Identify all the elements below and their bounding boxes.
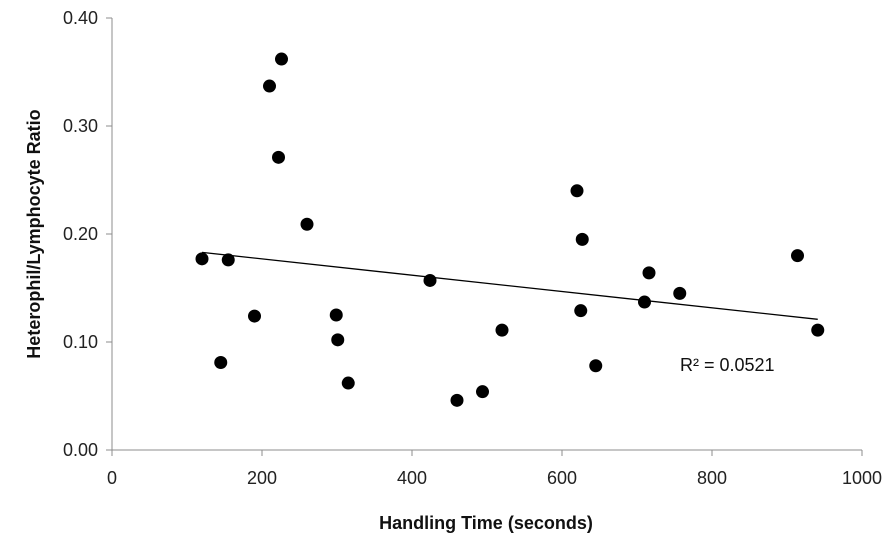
y-axis-title: Heterophil/Lymphocyte Ratio <box>24 109 44 358</box>
data-point <box>329 308 343 322</box>
x-tick-label: 400 <box>397 468 427 488</box>
x-tick-label: 800 <box>697 468 727 488</box>
data-point <box>791 249 804 263</box>
data-point <box>214 356 228 370</box>
data-point <box>476 385 489 399</box>
trendline-layer <box>201 251 818 320</box>
data-point <box>642 266 656 280</box>
data-point <box>575 232 589 246</box>
data-point <box>450 393 464 407</box>
data-point <box>331 333 345 347</box>
data-point <box>423 273 437 287</box>
points-layer <box>195 52 825 407</box>
data-point <box>638 295 651 309</box>
y-tick-label: 0.20 <box>63 224 98 244</box>
data-point <box>811 323 825 337</box>
data-point <box>195 252 209 266</box>
data-point <box>570 184 584 198</box>
data-point <box>272 150 285 164</box>
data-point <box>341 376 355 390</box>
data-point <box>673 286 687 300</box>
data-point <box>589 359 603 373</box>
data-point <box>495 323 509 337</box>
y-tick-label: 0.00 <box>63 440 98 460</box>
data-point <box>263 79 276 93</box>
x-axis-title: Handling Time (seconds) <box>379 513 593 533</box>
y-tick-label: 0.30 <box>63 116 98 136</box>
r-squared-label: R² = 0.0521 <box>680 355 775 375</box>
data-point <box>248 309 261 323</box>
axes-layer: 0.00 0.10 0.20 0.30 0.40 0 200 400 600 800 1000 <box>63 8 882 488</box>
x-tick-label: 1000 <box>842 468 882 488</box>
data-point <box>574 304 588 318</box>
data-point <box>300 217 314 231</box>
x-tick-label: 0 <box>107 468 117 488</box>
x-tick-label: 200 <box>247 468 277 488</box>
y-tick-label: 0.10 <box>63 332 98 352</box>
data-point <box>221 253 235 267</box>
data-point <box>275 52 288 66</box>
y-tick-label: 0.40 <box>63 8 98 28</box>
trendline <box>201 251 818 320</box>
x-tick-label: 600 <box>547 468 577 488</box>
